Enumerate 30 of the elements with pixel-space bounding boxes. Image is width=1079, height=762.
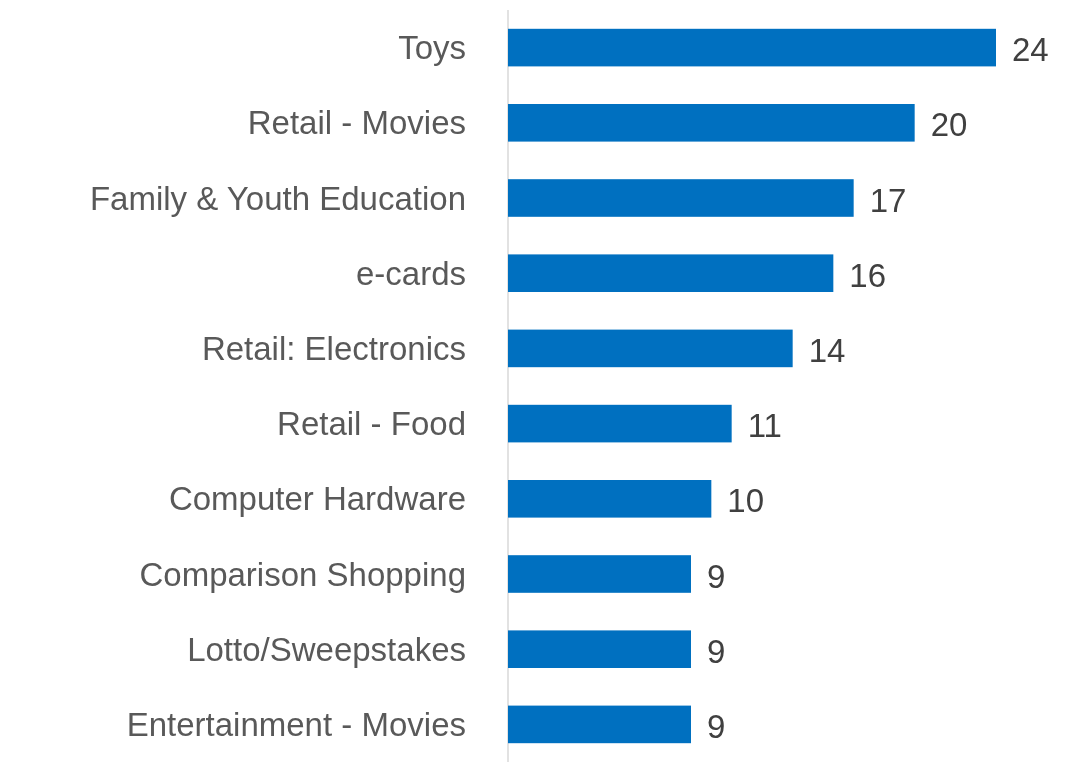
data-label: 9 (707, 707, 726, 745)
data-label: 20 (930, 106, 968, 144)
bar (508, 630, 691, 668)
data-label: 11 (747, 407, 782, 445)
data-label: 9 (707, 632, 726, 670)
y-tick-label: Lotto/Sweepstakes (187, 630, 466, 668)
y-tick-label: Computer Hardware (168, 480, 466, 518)
y-tick-label: e-cards (355, 254, 466, 292)
y-tick-label: Retail - Food (277, 405, 466, 443)
bar (508, 254, 834, 292)
y-tick-label: Comparison Shopping (139, 555, 466, 593)
bar (508, 555, 691, 593)
data-label: 14 (808, 331, 846, 369)
y-tick-label: Entertainment - Movies (126, 705, 466, 743)
bar (508, 404, 732, 443)
data-label: 16 (849, 256, 887, 294)
y-tick-label: Family & Youth Education (89, 179, 466, 217)
data-label: 9 (707, 557, 726, 595)
y-tick-label: Retail - Movies (247, 104, 466, 142)
bar (508, 705, 691, 744)
bar (508, 104, 915, 142)
bar (508, 179, 854, 217)
data-label: 10 (727, 482, 765, 520)
bar (508, 28, 996, 67)
data-label: 24 (1012, 31, 1049, 69)
bar (508, 480, 712, 518)
data-label: 17 (869, 181, 907, 219)
bar (508, 329, 793, 368)
y-tick-label: Retail: Electronics (201, 329, 466, 367)
y-tick-label: Toys (398, 29, 466, 67)
